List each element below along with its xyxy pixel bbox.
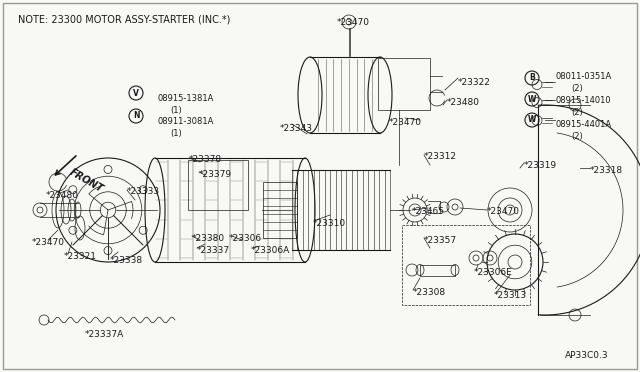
Text: 08915-14010: 08915-14010 — [556, 96, 612, 105]
Text: (1): (1) — [170, 106, 182, 115]
Text: *23312: *23312 — [424, 152, 457, 161]
Text: W: W — [528, 115, 536, 125]
Text: *23322: *23322 — [458, 78, 491, 87]
Text: *23480: *23480 — [447, 98, 480, 107]
Text: *23380: *23380 — [192, 234, 225, 243]
Bar — [188, 160, 248, 210]
Text: (1): (1) — [170, 129, 182, 138]
Text: *23470: *23470 — [487, 207, 520, 216]
Text: B: B — [529, 74, 535, 83]
Text: AP33C0.3: AP33C0.3 — [565, 351, 609, 360]
Bar — [263, 182, 297, 238]
Text: *23306A: *23306A — [251, 246, 291, 255]
Text: *23470: *23470 — [32, 238, 65, 247]
Text: *23465: *23465 — [412, 207, 445, 216]
Text: *23313: *23313 — [494, 291, 527, 300]
Text: *23306E: *23306E — [474, 268, 513, 277]
Text: *23357: *23357 — [424, 236, 457, 245]
Text: 08915-4401A: 08915-4401A — [556, 120, 612, 129]
Text: *23343: *23343 — [280, 124, 313, 133]
Text: *23337A: *23337A — [85, 330, 124, 339]
Text: *23333: *23333 — [127, 187, 160, 196]
Text: FRONT: FRONT — [68, 167, 105, 194]
Text: *23321: *23321 — [64, 252, 97, 261]
Text: *23338: *23338 — [110, 256, 143, 265]
Text: *23319: *23319 — [524, 161, 557, 170]
Text: (2): (2) — [571, 108, 583, 117]
Text: *23310: *23310 — [313, 219, 346, 228]
Text: NOTE: 23300 MOTOR ASSY-STARTER (INC.*): NOTE: 23300 MOTOR ASSY-STARTER (INC.*) — [18, 14, 230, 24]
Text: (2): (2) — [571, 84, 583, 93]
Bar — [378, 58, 430, 110]
Text: W: W — [528, 94, 536, 103]
Text: *23318: *23318 — [590, 166, 623, 175]
Text: *23379: *23379 — [199, 170, 232, 179]
Text: N: N — [132, 112, 140, 121]
Text: 08915-1381A: 08915-1381A — [158, 94, 214, 103]
Text: *23337: *23337 — [197, 246, 230, 255]
Text: (2): (2) — [571, 132, 583, 141]
Text: *23308: *23308 — [413, 288, 446, 297]
Text: 08011-0351A: 08011-0351A — [556, 72, 612, 81]
Text: *23306: *23306 — [229, 234, 262, 243]
Bar — [402, 225, 530, 305]
Bar — [420, 264, 455, 276]
Text: *23470: *23470 — [389, 118, 422, 127]
Text: 08911-3081A: 08911-3081A — [158, 117, 214, 126]
Text: *23378: *23378 — [189, 155, 222, 164]
Text: *23480: *23480 — [46, 191, 79, 200]
Text: V: V — [133, 89, 139, 97]
Text: *23470: *23470 — [337, 18, 370, 27]
